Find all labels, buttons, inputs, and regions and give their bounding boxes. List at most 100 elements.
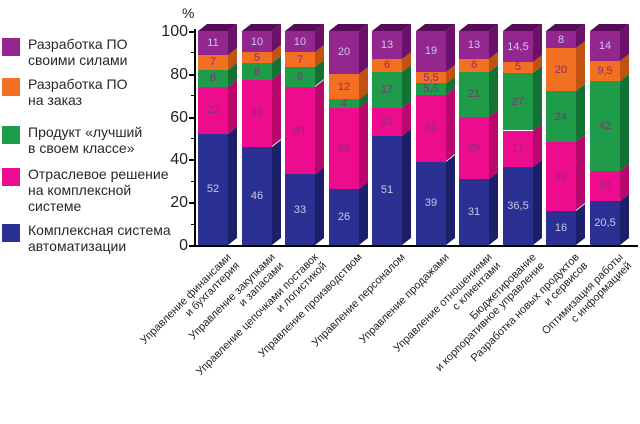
bar-value-label: 5,5 bbox=[423, 83, 439, 96]
bar-segment[interactable] bbox=[198, 133, 228, 245]
bar-segment[interactable] bbox=[285, 67, 315, 87]
bar-value-label: 46 bbox=[250, 189, 264, 202]
bar-segment[interactable] bbox=[242, 52, 272, 64]
bar-segment[interactable] bbox=[459, 178, 489, 245]
bar-segment[interactable] bbox=[242, 63, 272, 81]
bar-segment[interactable] bbox=[372, 135, 402, 245]
bar-segment[interactable] bbox=[459, 71, 489, 117]
y-major-tick bbox=[189, 73, 194, 76]
bar-segment-side bbox=[359, 23, 368, 74]
bar-value-label: 26 bbox=[337, 211, 351, 224]
bar-value-label: 5 bbox=[514, 61, 522, 74]
bar-segment[interactable] bbox=[503, 72, 533, 131]
bar-value-label: 5 bbox=[253, 51, 261, 64]
bar-segment[interactable] bbox=[285, 174, 315, 245]
bar-segment[interactable] bbox=[503, 130, 533, 167]
bar-value-label: 17 bbox=[511, 142, 525, 155]
bar-segment[interactable] bbox=[546, 90, 576, 143]
bar-segment[interactable] bbox=[198, 31, 228, 55]
bar-value-label: 31 bbox=[424, 122, 438, 135]
bar-value-label: 17 bbox=[380, 83, 394, 96]
bar-segment[interactable] bbox=[459, 116, 489, 179]
bar-value-label: 9,5 bbox=[597, 65, 613, 78]
y-minor-tick bbox=[191, 52, 194, 54]
bar-value-label: 14 bbox=[598, 39, 612, 52]
bar-value-label: 21 bbox=[467, 88, 481, 101]
bar-segment-side bbox=[620, 194, 629, 245]
bar-segment-side bbox=[402, 64, 411, 109]
bar-segment[interactable] bbox=[329, 189, 359, 245]
bar-segment[interactable] bbox=[242, 31, 272, 53]
bar-segment[interactable] bbox=[416, 83, 446, 96]
bar-segment[interactable] bbox=[503, 31, 533, 63]
bar-segment-side bbox=[489, 171, 498, 245]
bar-segment[interactable] bbox=[372, 108, 402, 136]
bar-value-label: 22 bbox=[206, 104, 220, 117]
legend-item: Разработка ПО своими силами bbox=[2, 36, 127, 68]
y-tick-label: 40 bbox=[170, 151, 188, 169]
bar-segment[interactable] bbox=[546, 210, 576, 245]
bar-segment[interactable] bbox=[329, 108, 359, 190]
legend-swatch bbox=[2, 168, 20, 186]
bar-segment[interactable] bbox=[198, 69, 228, 87]
bar-value-label: 33 bbox=[293, 203, 307, 216]
bar-segment-side bbox=[315, 167, 324, 245]
legend-label: Разработка ПО своими силами bbox=[28, 36, 128, 68]
x-axis bbox=[194, 245, 638, 247]
bar-segment[interactable] bbox=[329, 31, 359, 74]
y-tick-label: 0 bbox=[179, 237, 188, 254]
bar-segment[interactable] bbox=[590, 171, 620, 202]
bar-segment[interactable] bbox=[416, 71, 446, 84]
bar-value-label: 10 bbox=[250, 35, 264, 48]
bar-segment[interactable] bbox=[285, 86, 315, 175]
bar-value-label: 38 bbox=[337, 142, 351, 155]
bar-value-label: 6 bbox=[470, 59, 478, 72]
bar-segment[interactable] bbox=[242, 146, 272, 245]
legend-label: Комплексная система автоматизации bbox=[28, 222, 171, 254]
legend-item: Разработка ПО на заказ bbox=[2, 76, 127, 108]
bar-segment[interactable] bbox=[285, 52, 315, 68]
bar-segment[interactable] bbox=[285, 31, 315, 53]
bar-segment-side bbox=[446, 23, 455, 72]
legend-item: Отраслевое решение на комплексной систем… bbox=[2, 166, 169, 214]
bar-segment[interactable] bbox=[546, 31, 576, 49]
bar-segment[interactable] bbox=[372, 58, 402, 72]
bar-segment[interactable] bbox=[590, 60, 620, 82]
bar-segment[interactable] bbox=[416, 31, 446, 72]
bar-segment[interactable] bbox=[242, 80, 272, 147]
bar-segment[interactable] bbox=[198, 54, 228, 70]
bar-segment[interactable] bbox=[329, 99, 359, 109]
bar-segment[interactable] bbox=[590, 31, 620, 61]
bar-segment[interactable] bbox=[372, 71, 402, 109]
bar-segment-side bbox=[489, 64, 498, 117]
bar-value-label: 7 bbox=[296, 53, 304, 66]
bar-segment[interactable] bbox=[590, 201, 620, 245]
legend-swatch bbox=[2, 224, 20, 242]
legend-swatch bbox=[2, 126, 20, 144]
bar-segment[interactable] bbox=[459, 31, 489, 59]
bar-segment[interactable] bbox=[546, 48, 576, 91]
legend-label: Продукт «лучший в своем классе» bbox=[28, 124, 143, 156]
legend-label: Отраслевое решение на комплексной систем… bbox=[28, 166, 169, 214]
y-tick-label: 20 bbox=[170, 194, 188, 212]
y-major-tick bbox=[189, 245, 194, 247]
bar-value-label: 14,5 bbox=[507, 40, 529, 53]
bar-segment[interactable] bbox=[459, 58, 489, 72]
bar-segment-side bbox=[576, 203, 585, 245]
bar-segment[interactable] bbox=[546, 142, 576, 211]
y-major-tick bbox=[189, 116, 194, 119]
y-minor-tick bbox=[191, 95, 194, 97]
bar-value-label: 5,5 bbox=[423, 71, 439, 84]
bar-segment[interactable] bbox=[198, 86, 228, 134]
bar-value-label: 51 bbox=[380, 184, 394, 197]
bar-segment[interactable] bbox=[590, 81, 620, 172]
bar-segment[interactable] bbox=[416, 161, 446, 245]
y-major-tick bbox=[189, 159, 194, 162]
bar-segment[interactable] bbox=[503, 62, 533, 73]
bar-segment[interactable] bbox=[329, 73, 359, 100]
bar-segment[interactable] bbox=[503, 166, 533, 245]
bar-value-label: 13 bbox=[380, 38, 394, 51]
bar-segment[interactable] bbox=[372, 31, 402, 59]
bar-segment[interactable] bbox=[416, 95, 446, 162]
bar-segment-side bbox=[402, 128, 411, 245]
